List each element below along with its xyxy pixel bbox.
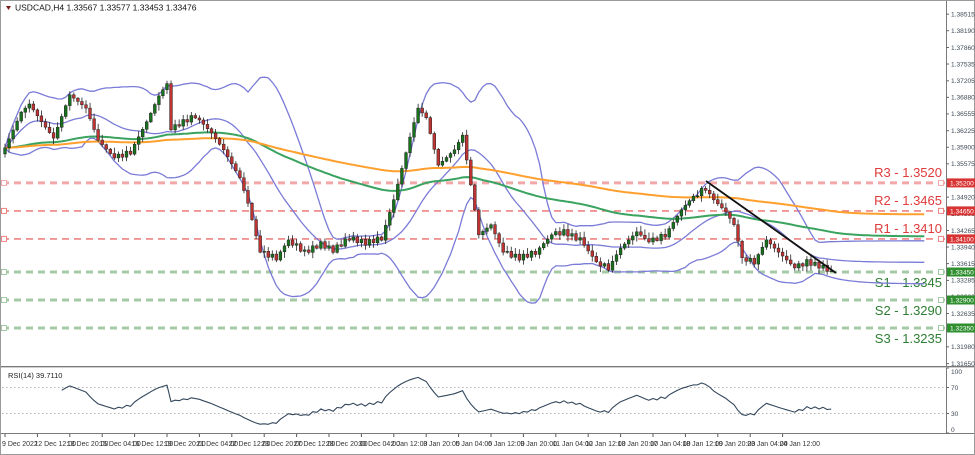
axis-price-box-R2 <box>947 206 975 216</box>
time-tick-label: 21 Dec 04:00 <box>196 441 238 448</box>
time-tick-label: 30 Dec 04:00 <box>358 441 400 448</box>
price-tick-label: 1.33940 <box>951 244 975 251</box>
rsi-scale-label: 70 <box>951 385 959 392</box>
price-tick-label: 1.38515 <box>951 11 975 18</box>
axis-price-box-R3 <box>947 178 975 188</box>
level-handle-S1[interactable] <box>938 269 944 275</box>
price-tick-label: 1.33615 <box>951 261 975 268</box>
level-handle-S2[interactable] <box>1 297 7 304</box>
time-tick-label: 9 Jan 20:00 <box>520 441 557 448</box>
time-tick-label: 17 Jan 04:00 <box>650 441 691 448</box>
time-tick-label: 2 Jan 12:00 <box>391 441 428 448</box>
price-tick-label: 1.35575 <box>951 161 975 168</box>
axis-price-box-label-S3: 1.32350 <box>950 326 974 333</box>
level-handle-R1[interactable] <box>938 235 944 242</box>
level-handle-R3[interactable] <box>1 179 7 186</box>
time-tick-label: 24 Jan 12:00 <box>780 441 821 448</box>
time-tick-label: 9 Dec 2022 <box>2 441 38 448</box>
price-axis[interactable]: 1.38515 1.38190 1.37860 1.37535 1.37205 1.368… <box>946 11 975 368</box>
price-tick-label: 1.37860 <box>951 45 975 52</box>
level-handle-S3[interactable] <box>938 325 944 332</box>
price-tick-label: 1.35900 <box>951 145 975 152</box>
time-tick-label: 6 Jan 12:00 <box>488 441 525 448</box>
price-tick-label: 1.36555 <box>951 111 975 118</box>
level-label-S1: S1 - 1.3345 <box>875 275 942 290</box>
rsi-line[interactable] <box>61 376 832 425</box>
axis-price-box-S2 <box>947 295 975 305</box>
time-tick-label: 23 Jan 04:00 <box>747 441 788 448</box>
price-tick-label: 1.34265 <box>951 228 975 235</box>
time-tick-label: 13 Dec 20:00 <box>67 441 109 448</box>
time-tick-label: 28 Dec 20:00 <box>326 441 368 448</box>
price-tick-label: 1.32635 <box>951 311 975 318</box>
price-tick-label: 1.34920 <box>951 194 975 201</box>
rsi-label: RSI(14) 39.7110 <box>8 371 62 380</box>
level-label-S2: S2 - 1.3290 <box>875 303 942 318</box>
axis-price-box-R1 <box>947 234 975 244</box>
level-label-S3: S3 - 1.3235 <box>875 331 942 346</box>
price-tick-label: 1.31980 <box>951 344 975 351</box>
time-tick-label: 11 Jan 04:00 <box>553 441 593 448</box>
candles-layer <box>3 80 833 275</box>
axis-price-box-S1 <box>947 267 975 277</box>
axis-price-box-label-R3: 1.35200 <box>950 180 974 187</box>
bollinger-lower-line[interactable] <box>4 137 925 304</box>
time-tick-label: 19 Jan 20:00 <box>715 441 756 448</box>
price-tick-label: 1.33285 <box>951 278 975 285</box>
level-handle-R3[interactable] <box>938 179 944 186</box>
price-tick-label: 1.31650 <box>951 361 975 368</box>
axis-price-box-label-S2: 1.32900 <box>950 298 974 305</box>
level-handle-S2[interactable] <box>938 297 944 304</box>
level-handle-S3[interactable] <box>1 325 7 332</box>
axis-price-box-S3 <box>947 323 975 333</box>
level-handle-R1[interactable] <box>1 235 7 242</box>
price-tick-label: 1.37205 <box>951 78 975 85</box>
bollinger-middle-line[interactable] <box>4 114 925 263</box>
level-handle-R2[interactable] <box>938 207 944 214</box>
level-handle-S1[interactable] <box>1 269 7 275</box>
trendline[interactable] <box>705 180 837 274</box>
ma-fast-line[interactable] <box>4 131 925 238</box>
level-handle-R2[interactable] <box>1 207 7 214</box>
bollinger-upper-line[interactable] <box>4 76 925 243</box>
price-tick-label: 1.36880 <box>951 95 975 102</box>
time-tick-label: 5 Jan 04:00 <box>456 441 493 448</box>
axis-price-box-label-R2: 1.34650 <box>950 208 974 215</box>
time-tick-label: 18 Jan 12:00 <box>682 441 723 448</box>
axis-price-box-label-S1: 1.33450 <box>950 270 974 277</box>
level-label-R2: R2 - 1.3465 <box>874 193 942 208</box>
symbol-marker-icon <box>6 6 11 10</box>
time-tick-label: 19 Dec 20:00 <box>164 441 206 448</box>
symbol-title: USDCAD,H4 1.33567 1.33577 1.33453 1.3347… <box>15 3 197 13</box>
rsi-scale-label: 0 <box>951 427 955 434</box>
rsi-scale-label: 30 <box>951 411 959 418</box>
time-tick-label: 12 Jan 12:00 <box>585 441 626 448</box>
time-tick-label: 15 Dec 04:00 <box>99 441 141 448</box>
time-tick-label: 16 Dec 12:00 <box>132 441 174 448</box>
rsi-scale-label: 100 <box>951 369 962 376</box>
time-tick-label: 22 Dec 12:00 <box>229 441 271 448</box>
time-tick-label: 27 Dec 12:00 <box>294 441 336 448</box>
price-tick-label: 1.36225 <box>951 128 975 135</box>
price-tick-label: 1.38190 <box>951 28 975 35</box>
axis-price-box-label-R1: 1.34100 <box>950 236 974 243</box>
price-tick-label: 1.37535 <box>951 61 975 68</box>
level-label-R1: R1 - 1.3410 <box>874 221 942 236</box>
ma-slow-line[interactable] <box>4 137 925 216</box>
level-label-R3: R3 - 1.3520 <box>874 165 942 180</box>
time-tick-label: 3 Jan 20:00 <box>423 441 460 448</box>
time-tick-label: 12 Dec 12:00 <box>34 441 76 448</box>
time-tick-label: 23 Dec 20:00 <box>261 441 303 448</box>
time-tick-label: 13 Jan 20:00 <box>618 441 659 448</box>
